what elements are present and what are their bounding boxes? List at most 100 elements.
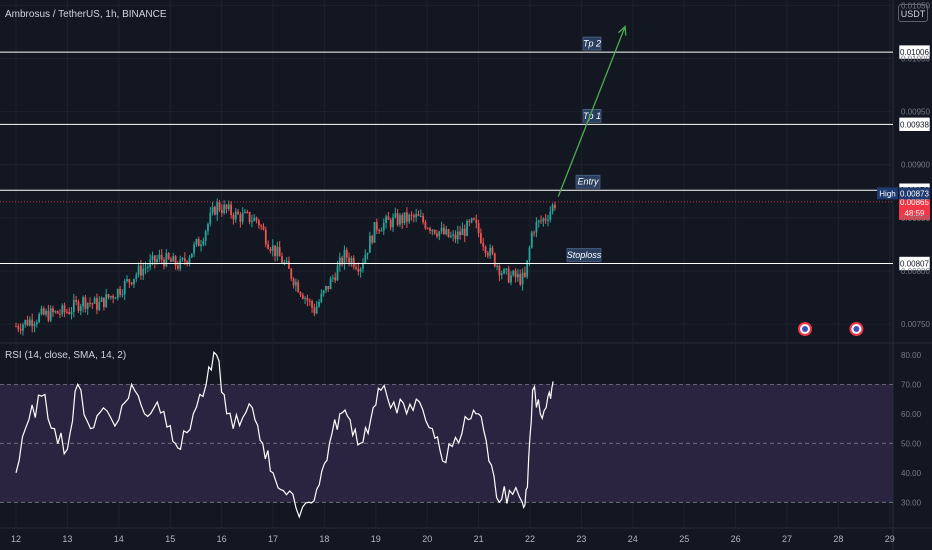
candle-body	[225, 204, 228, 209]
candle-body	[371, 235, 374, 243]
candle-body	[452, 234, 455, 236]
candle-body	[283, 262, 286, 264]
level-name-label: Stoploss	[567, 250, 602, 260]
candle-body	[320, 293, 323, 302]
rsi-tick-label: 80.00	[901, 351, 922, 360]
candle-body	[461, 228, 464, 236]
candle-body	[456, 231, 459, 240]
candle-body	[364, 254, 367, 263]
candle-body	[156, 259, 158, 263]
candle-body	[24, 320, 27, 325]
candle-body	[408, 214, 411, 222]
high-tag	[877, 187, 898, 200]
candle-body	[130, 282, 133, 285]
current-price-tag	[899, 195, 930, 220]
candle-body	[468, 220, 471, 223]
currency-button[interactable]: USDT	[898, 4, 928, 22]
candle-body	[362, 262, 364, 269]
candle-body	[544, 218, 547, 221]
candle-body	[128, 279, 131, 283]
candle-body	[530, 232, 533, 248]
rsi-tick-label: 70.00	[901, 380, 922, 389]
candle-body	[315, 306, 318, 314]
countdown-label: 48:59	[904, 209, 925, 218]
candle-body	[211, 206, 214, 213]
candle-body	[109, 296, 112, 298]
candle-body	[533, 232, 536, 234]
candle-body	[327, 286, 330, 290]
candle-body	[158, 254, 161, 260]
candle-body	[93, 298, 96, 304]
candle-body	[79, 306, 82, 311]
candle-body	[133, 278, 135, 285]
candle-body	[19, 329, 22, 331]
projection-arrow	[557, 26, 626, 197]
y-tick-label: 0.00850	[901, 214, 930, 223]
candle-body	[153, 255, 156, 263]
candle-body	[473, 218, 475, 220]
candle-body	[480, 233, 482, 244]
candle-body	[33, 324, 36, 327]
candle-body	[54, 311, 57, 313]
candle-body	[417, 214, 420, 216]
candle-body	[230, 204, 233, 216]
candle-body	[422, 215, 424, 223]
candle-body	[114, 297, 117, 299]
candle-body	[459, 231, 461, 236]
candle-body	[177, 265, 179, 269]
rsi-title[interactable]: RSI (14, close, SMA, 14, 2)	[5, 350, 127, 361]
current-price-label: 0.00865	[900, 198, 929, 207]
candle-body	[193, 244, 196, 254]
candle-body	[112, 296, 115, 299]
candle-body	[260, 225, 263, 227]
candle-body	[526, 260, 529, 277]
candle-body	[100, 297, 103, 302]
x-tick-label: 15	[165, 534, 175, 544]
candle-body	[394, 213, 397, 218]
candle-body	[325, 286, 327, 291]
x-tick-label: 14	[114, 534, 124, 544]
candle-body	[431, 229, 434, 231]
candle-body	[551, 204, 554, 212]
candle-body	[375, 222, 378, 231]
symbol-title[interactable]: Ambrosus / TetherUS, 1h, BINANCE	[5, 9, 167, 20]
x-tick-label: 29	[885, 534, 895, 544]
candle-body	[489, 247, 492, 256]
rsi-line	[15, 351, 554, 519]
candle-body	[269, 248, 272, 251]
candle-body	[204, 231, 207, 241]
x-tick-label: 26	[731, 534, 741, 544]
level-name-label: Tp 1	[583, 111, 601, 121]
candle-body	[486, 252, 489, 256]
x-tick-label: 16	[217, 534, 227, 544]
candle-body	[493, 253, 496, 267]
level-name-label: Entry	[577, 177, 599, 187]
level-price-tag	[898, 44, 931, 60]
candle-body	[246, 211, 249, 213]
x-tick-label: 27	[782, 534, 792, 544]
candle-body	[77, 301, 80, 311]
candle-body	[338, 257, 341, 266]
y-tick-label: 0.01050	[901, 1, 930, 10]
level-price-label: 0.01006	[900, 48, 929, 57]
candle-body	[244, 211, 246, 214]
candle-body	[195, 239, 198, 245]
candle-body	[475, 219, 478, 224]
candle-body	[146, 266, 149, 268]
candle-body	[484, 246, 487, 253]
candle-body	[63, 305, 66, 312]
candle-body	[399, 215, 401, 225]
candle-body	[209, 212, 212, 224]
x-tick-label: 12	[11, 534, 21, 544]
candle-body	[389, 219, 392, 228]
high-price-label: 0.00873	[900, 189, 929, 198]
candle-body	[172, 256, 175, 262]
candle-body	[449, 235, 452, 237]
candle-body	[368, 235, 371, 253]
candle-body	[255, 217, 258, 221]
candle-body	[241, 213, 244, 222]
candle-body	[521, 272, 524, 285]
candle-body	[86, 302, 89, 309]
candle-body	[190, 253, 193, 258]
